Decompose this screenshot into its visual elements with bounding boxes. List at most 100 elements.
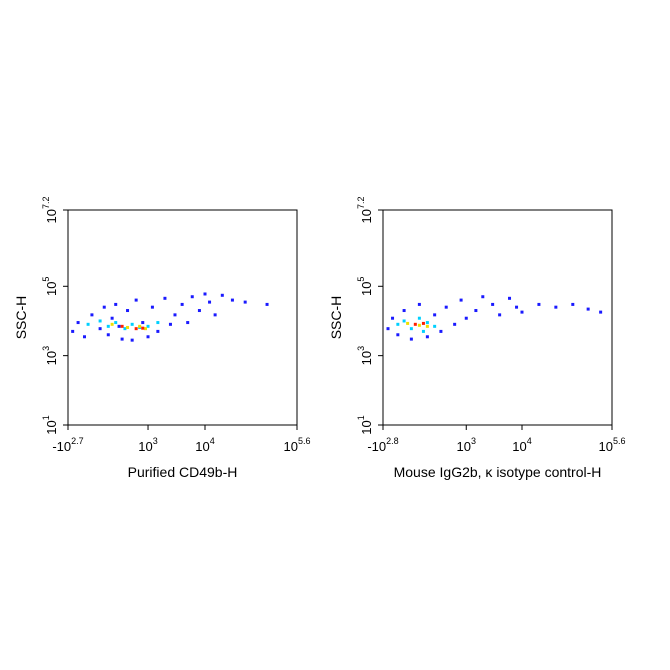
event-dot bbox=[402, 319, 406, 323]
tick-base: 10 bbox=[44, 420, 59, 434]
event-dot bbox=[197, 309, 201, 313]
event-dot bbox=[520, 310, 524, 314]
event-dot bbox=[130, 322, 134, 326]
event-dot bbox=[173, 313, 177, 317]
event-dot bbox=[453, 322, 457, 326]
event-dot bbox=[425, 324, 429, 328]
panel: -102.7 103 104 105.6101103105107.2Purified … bbox=[13, 197, 310, 480]
event-dot bbox=[391, 316, 395, 320]
event-dot bbox=[474, 309, 478, 313]
event-dot bbox=[491, 302, 495, 306]
event-dot bbox=[554, 305, 558, 309]
event-dot bbox=[417, 316, 421, 320]
tick-base: 10 bbox=[44, 209, 59, 223]
x-tick-label: 105.6 bbox=[599, 436, 626, 454]
y-tick-label: 101 bbox=[356, 415, 374, 434]
event-dot bbox=[515, 305, 519, 309]
event-dot bbox=[98, 319, 102, 323]
event-dot bbox=[409, 337, 413, 341]
event-dot bbox=[141, 326, 145, 330]
tick-exponent: 3 bbox=[471, 436, 476, 446]
event-dot bbox=[425, 335, 429, 339]
event-dot bbox=[433, 324, 437, 328]
event-dot bbox=[586, 307, 590, 311]
event-dot bbox=[120, 337, 124, 341]
event-dot bbox=[186, 321, 190, 325]
tick-exponent: 5.6 bbox=[613, 436, 626, 446]
tick-exponent: 1 bbox=[356, 415, 366, 420]
plot-frame bbox=[382, 209, 613, 426]
tick-base: 10 bbox=[195, 439, 209, 454]
event-dot bbox=[421, 329, 425, 333]
event-dot bbox=[168, 322, 172, 326]
event-dot bbox=[444, 305, 448, 309]
event-dot bbox=[146, 324, 150, 328]
tick-base: -10 bbox=[367, 439, 386, 454]
event-dot bbox=[213, 313, 217, 317]
x-tick-label: -102.8 bbox=[367, 436, 398, 454]
event-dot bbox=[396, 333, 400, 337]
x-tick-label: 103 bbox=[138, 436, 157, 454]
y-tick-label: 101 bbox=[41, 415, 59, 434]
tick-base: 10 bbox=[359, 209, 374, 223]
event-dot bbox=[134, 298, 138, 302]
tick-exponent: 7.2 bbox=[356, 197, 366, 210]
event-dot bbox=[220, 293, 224, 297]
y-tick-label: 103 bbox=[356, 346, 374, 365]
x-tick-label: 104 bbox=[512, 436, 531, 454]
event-dot bbox=[203, 292, 207, 296]
tick-base: 10 bbox=[138, 439, 152, 454]
event-dot bbox=[138, 324, 142, 328]
event-dot bbox=[110, 316, 114, 320]
event-dot bbox=[402, 309, 406, 313]
event-dot bbox=[508, 296, 512, 300]
tick-base: 10 bbox=[359, 282, 374, 296]
x-tick-label: 105.6 bbox=[284, 436, 311, 454]
event-dot bbox=[425, 321, 429, 325]
event-dot bbox=[156, 329, 160, 333]
x-axis-title: Purified CD49b-H bbox=[128, 464, 238, 480]
event-dot bbox=[406, 321, 410, 325]
plot-frame bbox=[67, 209, 298, 426]
y-tick-label: 107.2 bbox=[356, 197, 374, 224]
tick-base: 10 bbox=[44, 351, 59, 365]
y-tick-label: 107.2 bbox=[41, 197, 59, 224]
event-dot bbox=[386, 327, 390, 331]
y-tick-label: 105 bbox=[356, 277, 374, 296]
tick-exponent: 5.6 bbox=[298, 436, 311, 446]
event-dot bbox=[114, 321, 118, 325]
event-dot bbox=[98, 327, 102, 331]
event-dot bbox=[571, 302, 575, 306]
event-dot bbox=[439, 329, 443, 333]
event-dot bbox=[481, 295, 485, 299]
tick-exponent: 3 bbox=[153, 436, 158, 446]
event-dot bbox=[126, 325, 130, 329]
event-dot bbox=[126, 309, 130, 313]
x-tick-label: 103 bbox=[457, 436, 476, 454]
event-dot bbox=[86, 322, 90, 326]
x-axis-title: Mouse IgG2b, κ isotype control-H bbox=[394, 464, 602, 480]
tick-base: 10 bbox=[599, 439, 613, 454]
event-dot bbox=[498, 313, 502, 317]
event-dot bbox=[464, 316, 468, 320]
event-dot bbox=[110, 322, 114, 326]
tick-base: 10 bbox=[359, 351, 374, 365]
event-dot bbox=[459, 298, 463, 302]
event-dot bbox=[396, 322, 400, 326]
x-tick-label: 104 bbox=[195, 436, 214, 454]
event-dot bbox=[120, 324, 124, 328]
event-dot bbox=[599, 310, 603, 314]
event-dot bbox=[421, 321, 425, 325]
tick-base: 10 bbox=[457, 439, 471, 454]
tick-exponent: 3 bbox=[356, 346, 366, 351]
event-dot bbox=[117, 324, 121, 328]
tick-exponent: 7.2 bbox=[41, 197, 51, 210]
event-dot bbox=[134, 327, 138, 331]
tick-exponent: 5 bbox=[41, 277, 51, 282]
event-dot bbox=[265, 302, 269, 306]
event-dot bbox=[180, 302, 184, 306]
tick-base: 10 bbox=[284, 439, 298, 454]
event-dot bbox=[190, 295, 194, 299]
event-dot bbox=[243, 300, 247, 304]
